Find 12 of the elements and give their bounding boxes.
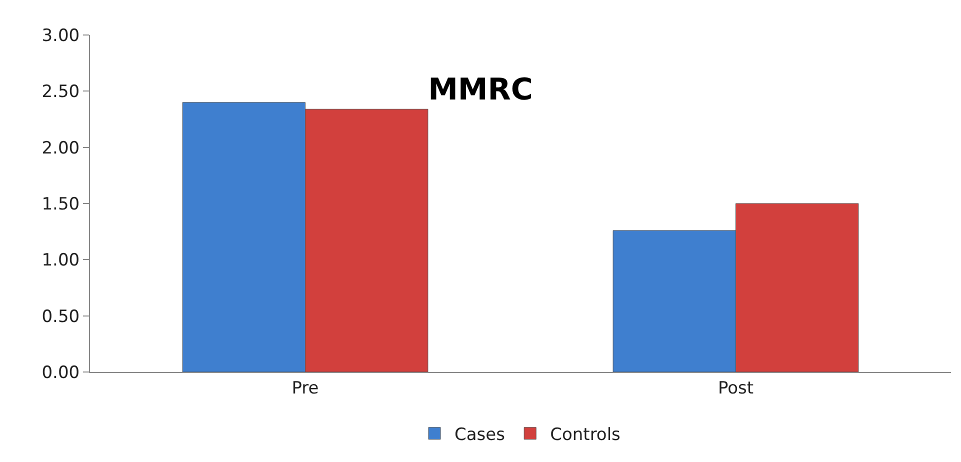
y-tick-label: 3.00 [42, 26, 80, 46]
y-tick-label: 1.50 [42, 194, 80, 214]
legend-label: Cases [454, 424, 506, 445]
text: MMRC [428, 72, 533, 108]
y-tick-label: 1.00 [42, 250, 80, 271]
legend-label: Controls [550, 424, 621, 445]
x-tick-label: Pre [292, 378, 319, 398]
x-tick-label: Post [718, 378, 754, 398]
y-tick-label: 2.50 [42, 82, 80, 102]
y-tick-label: 0.00 [42, 362, 80, 383]
y-tick-label: 0.50 [42, 306, 80, 327]
y-tick-label: 2.00 [42, 138, 80, 158]
